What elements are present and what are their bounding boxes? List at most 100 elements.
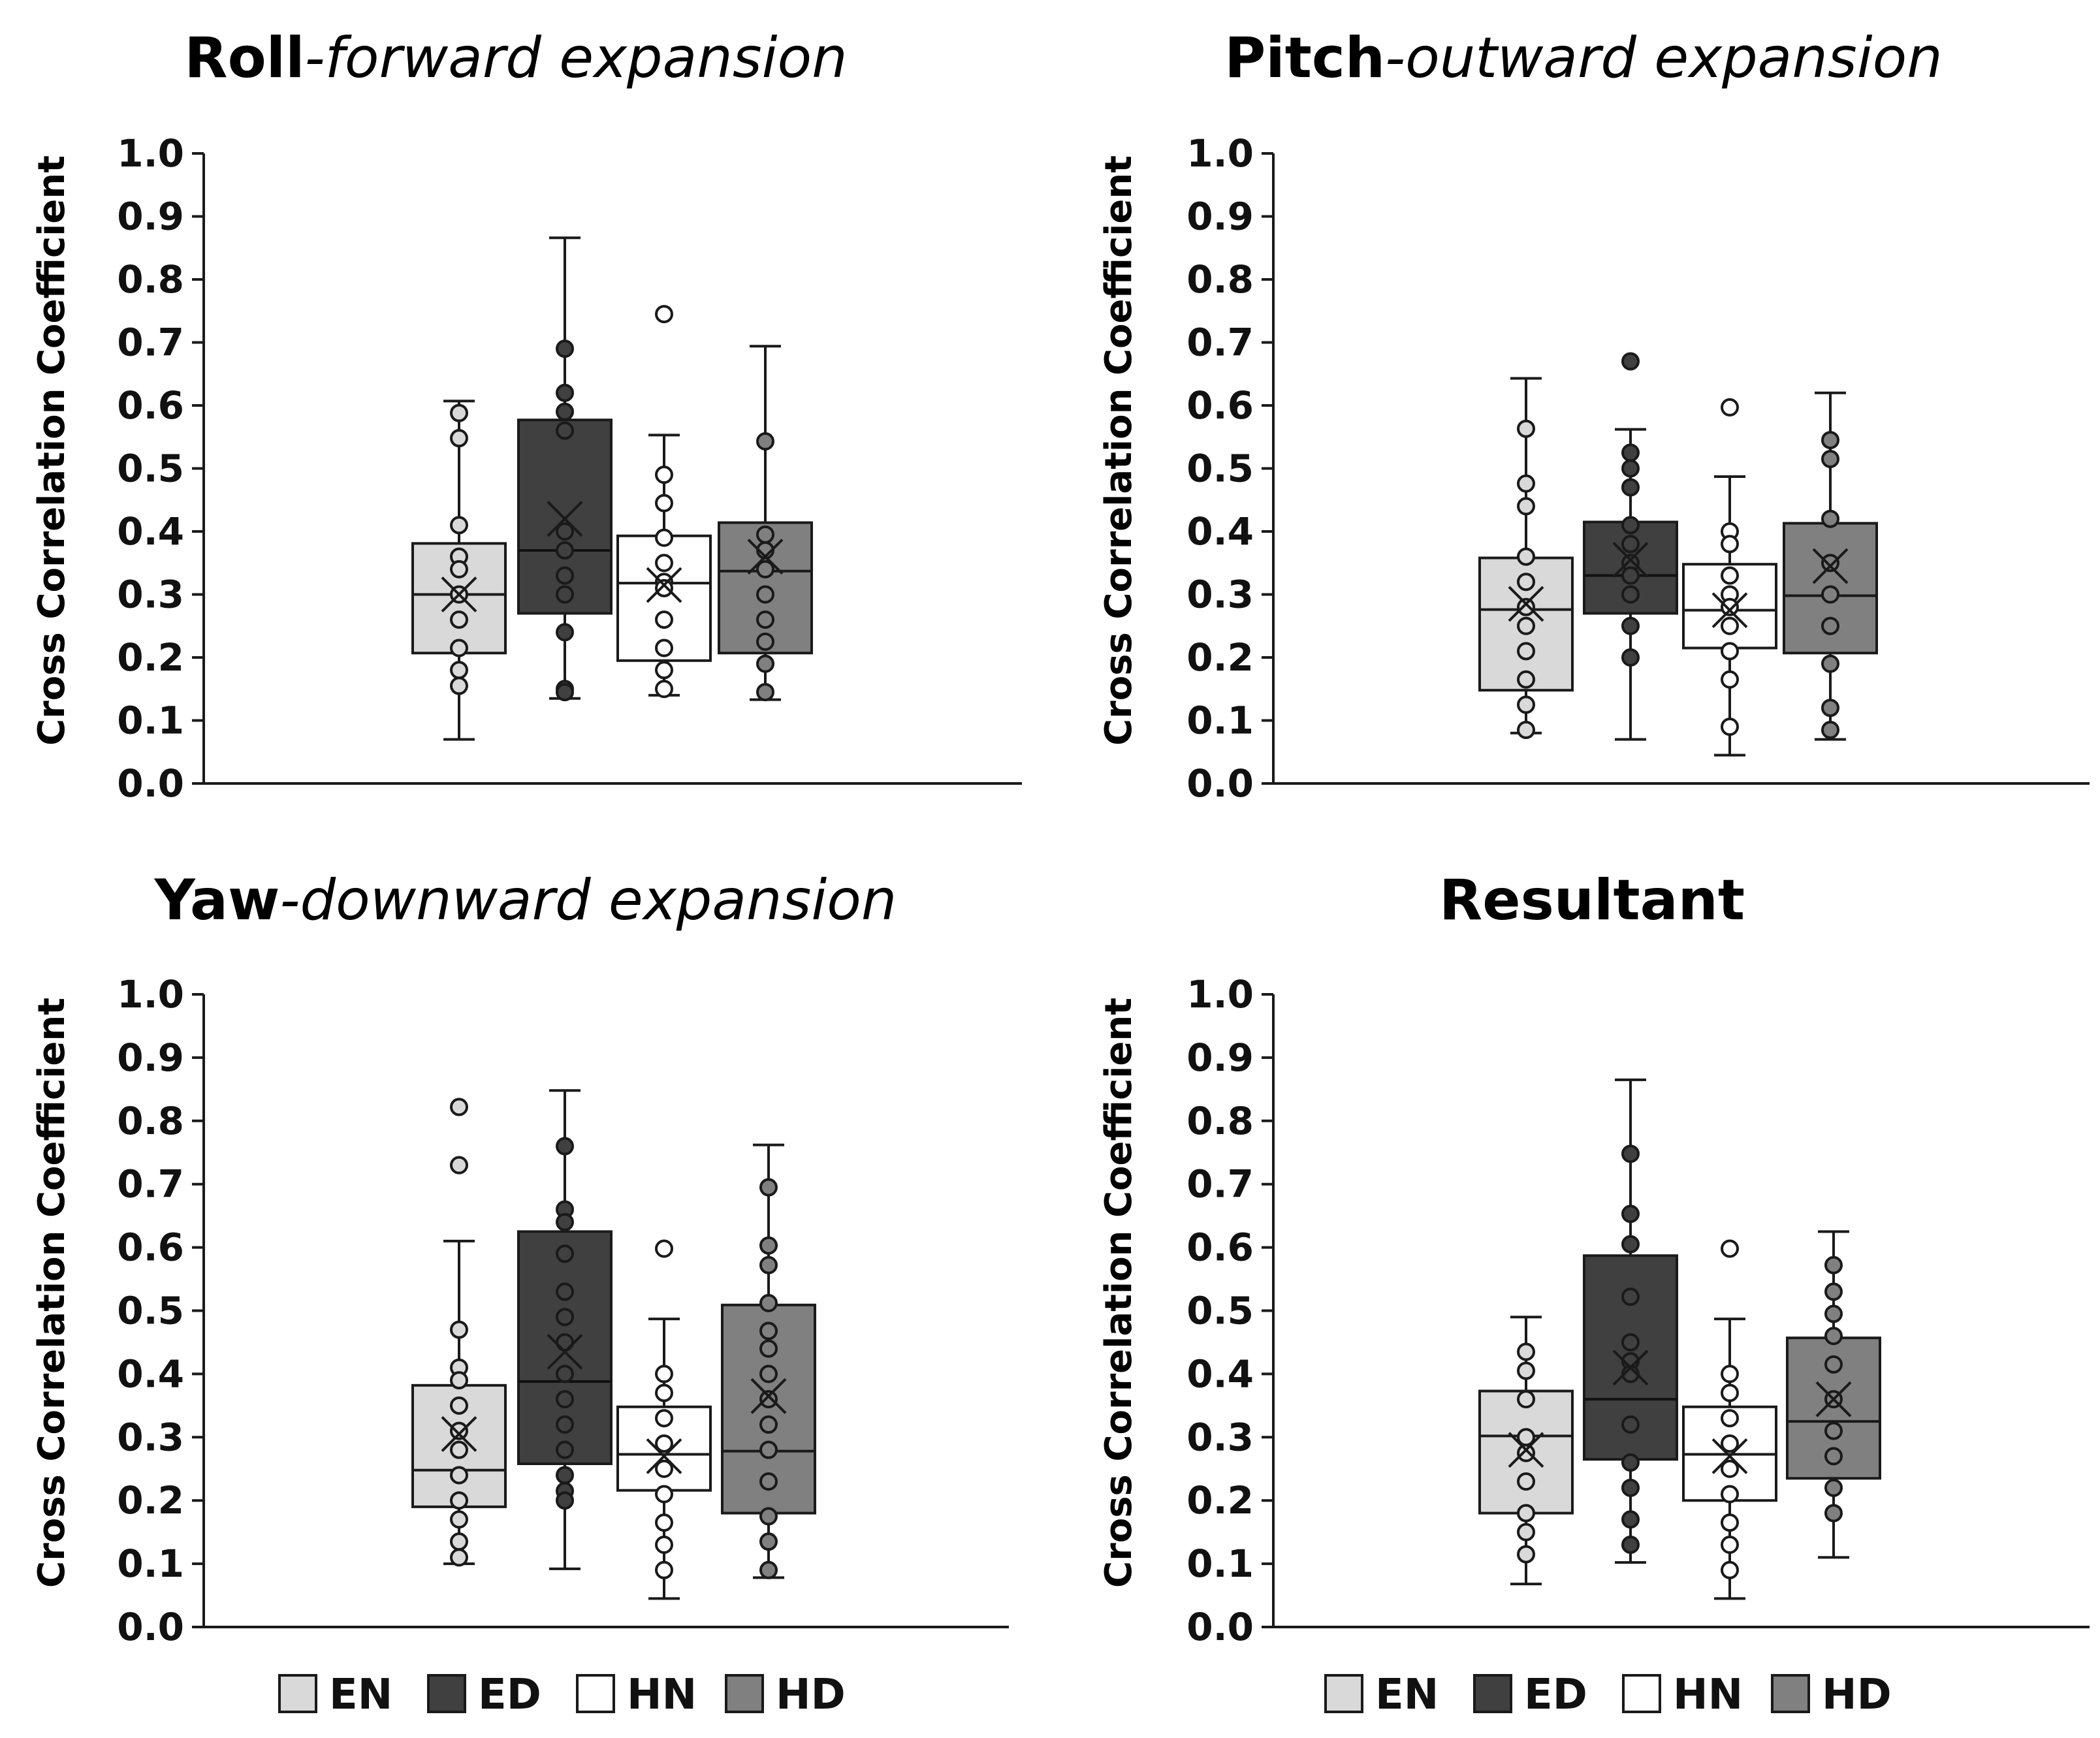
mean-marker (1711, 1438, 1748, 1474)
data-point (1721, 718, 1739, 736)
legend-swatch (1473, 1674, 1512, 1713)
data-point (450, 610, 468, 629)
box-hd (718, 345, 813, 702)
outlier-point (450, 1156, 468, 1175)
legend-swatch (427, 1674, 466, 1713)
legend-item-hd: HD (1771, 1671, 1892, 1719)
data-point (756, 525, 774, 544)
data-point (756, 585, 774, 604)
data-point (655, 661, 673, 680)
panel-resultant: Resultant Cross Correlation Coefficient … (1098, 868, 2090, 1649)
mean-stroke (547, 1334, 583, 1370)
data-point (556, 1365, 574, 1383)
data-point (1721, 670, 1739, 689)
data-point (450, 516, 468, 535)
data-point (1621, 1235, 1640, 1254)
box-ed (517, 236, 612, 702)
data-point (1517, 497, 1535, 516)
data-point (1821, 654, 1839, 673)
data-point (1517, 1390, 1535, 1409)
data-point (1621, 566, 1640, 585)
y-tick-label: 0.8 (1186, 257, 1254, 302)
legend-swatch (278, 1674, 317, 1713)
data-point (1621, 1288, 1640, 1306)
data-point (1721, 1513, 1739, 1532)
data-point (655, 1434, 673, 1453)
y-tick-label: 0.4 (1186, 1351, 1254, 1396)
data-point (756, 610, 774, 629)
mean-marker (441, 577, 477, 612)
data-point (1621, 1478, 1640, 1497)
legend-label: HN (627, 1671, 697, 1719)
legend-swatch (725, 1674, 764, 1713)
data-point (1721, 1536, 1739, 1555)
y-tick-label: 0.2 (117, 635, 184, 680)
data-point (450, 1396, 468, 1415)
data-point (1721, 1459, 1739, 1478)
box-hn (1682, 1239, 1777, 1600)
mean-marker (547, 1334, 583, 1370)
data-point (556, 1415, 574, 1434)
data-point (759, 1507, 778, 1526)
legend-label: EN (1375, 1671, 1439, 1719)
y-tick-label: 0.2 (1186, 1478, 1254, 1523)
mean-marker (750, 1378, 787, 1414)
data-point (1517, 474, 1535, 493)
data-point (655, 1409, 673, 1428)
box-ed (517, 1089, 612, 1570)
data-point (556, 1212, 574, 1231)
data-point (556, 402, 574, 421)
data-point (556, 522, 574, 541)
legend-swatch (576, 1674, 615, 1713)
y-tick-label: 0.1 (1186, 699, 1254, 743)
data-point (759, 1472, 778, 1491)
box-ed (1583, 1078, 1678, 1564)
data-point (1824, 1256, 1843, 1274)
data-point (1824, 1421, 1843, 1440)
data-point (556, 1440, 574, 1459)
y-tick-label: 0.3 (1186, 1415, 1254, 1459)
data-point (655, 1513, 673, 1532)
y-tick-label: 0.0 (117, 1605, 184, 1649)
data-point (450, 676, 468, 695)
legend-swatch (1622, 1674, 1661, 1713)
outlier-point (655, 1239, 673, 1258)
data-point (1517, 616, 1535, 635)
y-tick-label: 0.5 (117, 1289, 184, 1333)
data-point (655, 1536, 673, 1555)
y-tick-label: 0.8 (117, 1099, 184, 1143)
data-point (1517, 1342, 1535, 1361)
data-point (759, 1390, 778, 1409)
legend-label: HD (1822, 1671, 1892, 1719)
mean-stroke (1711, 592, 1748, 629)
legend-label: HN (1673, 1671, 1743, 1719)
mean-stroke (646, 1438, 682, 1474)
data-point (1517, 642, 1535, 661)
data-point (1721, 1485, 1739, 1504)
box-hd (721, 1143, 816, 1579)
data-point (450, 1532, 468, 1551)
data-point (1824, 1447, 1843, 1466)
data-point (1517, 573, 1535, 592)
y-tick-label: 0.3 (117, 573, 184, 617)
data-point (450, 1491, 468, 1510)
panel-title: Roll-forward expansion (184, 25, 847, 91)
data-point (759, 1560, 778, 1579)
box-en (1478, 1316, 1574, 1586)
legend-label: ED (478, 1671, 541, 1719)
data-point (1721, 1383, 1739, 1402)
y-tick-label: 0.9 (117, 1035, 184, 1080)
mean-marker (1815, 1381, 1852, 1417)
data-point (1824, 1327, 1843, 1346)
mean-stroke (1711, 1438, 1748, 1474)
legend-item-hn: HN (1622, 1671, 1743, 1719)
panel-roll: Roll-forward expansion Cross Correlation… (31, 25, 1022, 806)
panel-yaw: Yaw-downward expansion Cross Correlation… (31, 868, 1009, 1649)
mean-stroke (750, 1378, 787, 1414)
data-point (450, 1440, 468, 1459)
box-hn (1682, 398, 1777, 757)
legend-item-hd: HD (725, 1671, 846, 1719)
data-point (1721, 597, 1739, 616)
data-point (1721, 1434, 1739, 1453)
data-point (450, 1371, 468, 1390)
